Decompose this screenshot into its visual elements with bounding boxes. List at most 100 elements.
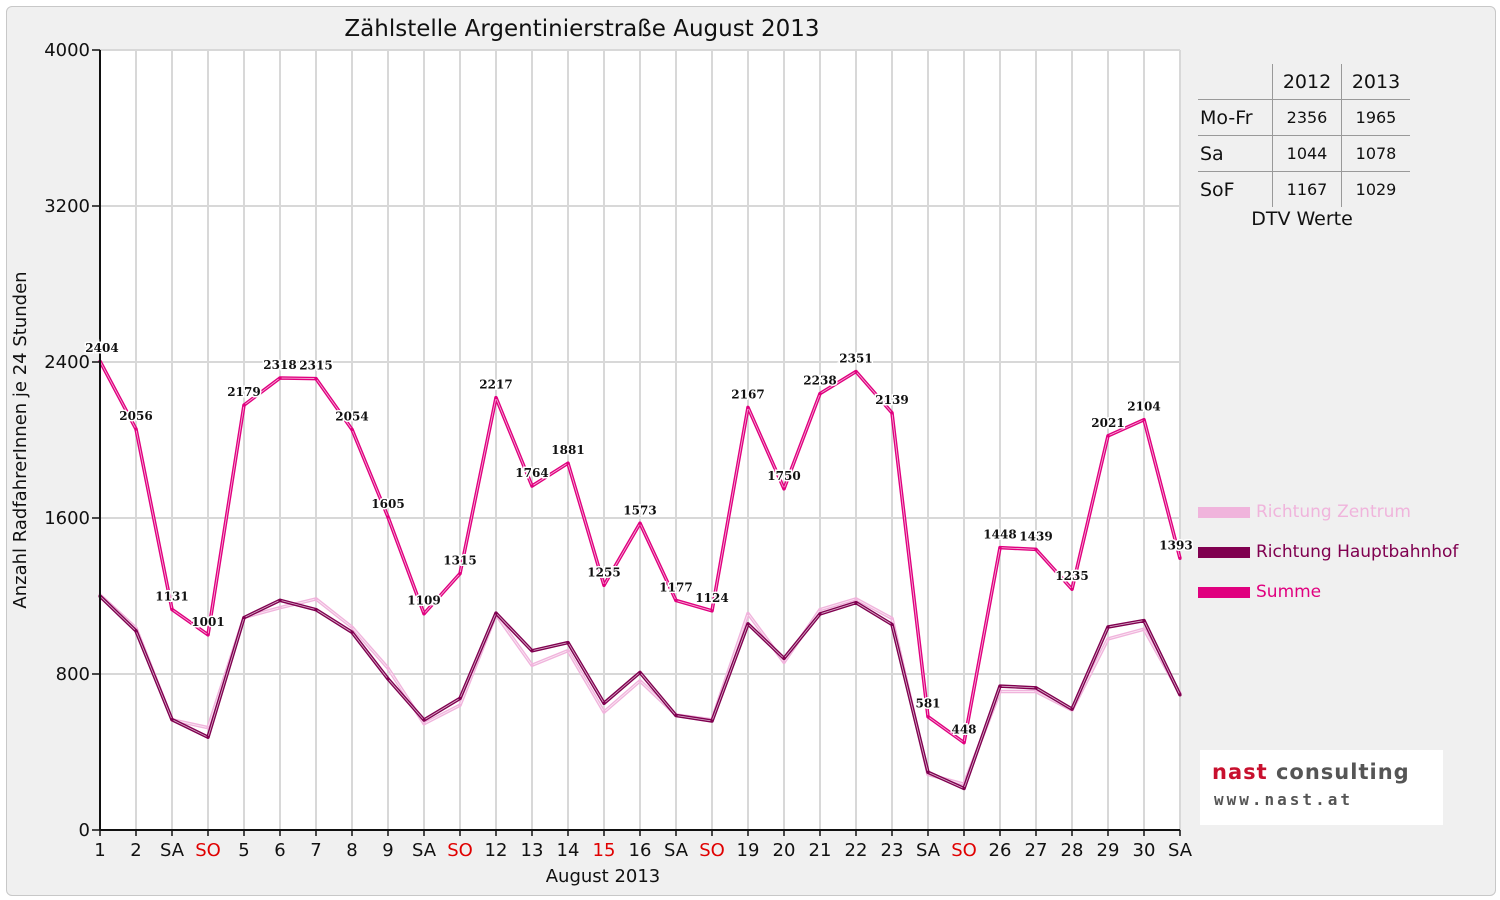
data-point bbox=[170, 718, 174, 722]
x-tick-label: 2 bbox=[130, 840, 141, 861]
dtv-table: 2012 2013 Mo-Fr 2356 1965 Sa 1044 1078 S… bbox=[1198, 64, 1410, 207]
x-tick-label: 26 bbox=[989, 840, 1012, 861]
x-tick-label: 23 bbox=[881, 840, 904, 861]
legend-label: Richtung Zentrum bbox=[1256, 502, 1411, 522]
data-point bbox=[602, 710, 606, 714]
x-tick-label: 8 bbox=[346, 840, 357, 861]
data-label: 1235 bbox=[1055, 569, 1088, 583]
legend-swatch bbox=[1198, 546, 1250, 558]
x-tick-label: 22 bbox=[845, 840, 868, 861]
x-tick-label: SO bbox=[195, 840, 221, 861]
data-point bbox=[422, 612, 426, 616]
x-tick-label: 5 bbox=[238, 840, 249, 861]
x-tick-label: 16 bbox=[629, 840, 652, 861]
x-tick-label: 13 bbox=[521, 840, 544, 861]
legend-item-hauptbahnhof[interactable]: Richtung Hauptbahnhof bbox=[1198, 532, 1458, 572]
x-tick-label: SA bbox=[916, 840, 941, 861]
x-tick-label: SO bbox=[951, 840, 977, 861]
x-tick-label: 14 bbox=[557, 840, 580, 861]
data-point bbox=[710, 609, 714, 613]
dtv-row-label: SoF bbox=[1198, 171, 1273, 207]
data-point bbox=[782, 656, 786, 661]
data-label: 1393 bbox=[1159, 538, 1192, 552]
data-point bbox=[314, 608, 318, 612]
legend-swatch bbox=[1198, 586, 1250, 598]
data-label: 1750 bbox=[767, 469, 800, 483]
dtv-row-sof: SoF 1167 1029 bbox=[1198, 171, 1410, 207]
data-label: 1573 bbox=[623, 503, 656, 517]
data-point bbox=[314, 376, 318, 381]
data-point bbox=[206, 633, 210, 637]
y-axis-title: Anzahl RadfahrerInnen je 24 Stunden bbox=[10, 271, 31, 608]
y-tick-label: 1600 bbox=[44, 508, 90, 529]
data-point bbox=[530, 649, 534, 653]
dtv-row-label: Sa bbox=[1198, 135, 1273, 172]
x-tick-label: 27 bbox=[1025, 840, 1048, 861]
data-label: 581 bbox=[915, 697, 940, 711]
data-label: 1448 bbox=[983, 528, 1016, 542]
data-point bbox=[566, 649, 570, 653]
data-label: 2238 bbox=[803, 374, 836, 388]
data-point bbox=[998, 546, 1002, 550]
data-point bbox=[890, 616, 894, 621]
data-point bbox=[386, 515, 390, 519]
gridlines bbox=[99, 49, 1181, 831]
data-point bbox=[890, 411, 894, 415]
data-label: 1109 bbox=[407, 594, 440, 608]
data-point bbox=[782, 487, 786, 491]
data-point bbox=[386, 666, 390, 670]
data-point bbox=[278, 598, 282, 602]
data-point bbox=[854, 369, 858, 374]
data-label: 1131 bbox=[155, 589, 188, 603]
legend: Richtung Zentrum Richtung Hauptbahnhof S… bbox=[1198, 492, 1458, 612]
data-point bbox=[350, 625, 354, 629]
dtv-value-2013: 1029 bbox=[1341, 171, 1410, 207]
data-label: 1124 bbox=[695, 591, 728, 605]
x-tick-label: 7 bbox=[310, 840, 321, 861]
y-tick-label: 2400 bbox=[44, 352, 90, 373]
x-tick-label: 1 bbox=[94, 840, 105, 861]
dtv-row-sa: Sa 1044 1078 bbox=[1198, 135, 1410, 172]
data-label: 1177 bbox=[659, 580, 692, 594]
data-label: 2139 bbox=[875, 393, 908, 407]
data-point bbox=[278, 376, 282, 380]
data-point bbox=[854, 597, 858, 601]
data-point bbox=[638, 670, 642, 675]
chart-title: Zählstelle Argentinierstraße August 2013 bbox=[344, 16, 819, 42]
company-logo: nast consulting www.nast.at bbox=[1200, 750, 1443, 825]
data-point bbox=[674, 598, 678, 603]
data-point bbox=[530, 484, 534, 488]
data-point bbox=[1106, 625, 1110, 629]
data-point bbox=[1106, 637, 1110, 641]
dtv-corner bbox=[1198, 64, 1273, 100]
data-label: 2217 bbox=[479, 378, 512, 392]
data-point bbox=[458, 703, 462, 707]
data-point bbox=[206, 726, 210, 730]
data-point bbox=[602, 701, 606, 705]
data-point bbox=[962, 741, 966, 745]
data-point bbox=[674, 713, 678, 718]
data-label: 2351 bbox=[839, 352, 872, 366]
data-label: 1439 bbox=[1019, 529, 1052, 543]
data-point bbox=[350, 630, 354, 634]
x-tick-label: 6 bbox=[274, 840, 285, 861]
data-label: 448 bbox=[951, 723, 976, 737]
data-label: 2315 bbox=[299, 359, 332, 373]
y-tick-label: 4000 bbox=[44, 40, 90, 61]
legend-item-zentrum[interactable]: Richtung Zentrum bbox=[1198, 492, 1458, 532]
data-point bbox=[458, 696, 462, 700]
data-point bbox=[206, 735, 210, 739]
legend-item-summe[interactable]: Summe bbox=[1198, 572, 1458, 612]
data-point bbox=[854, 601, 858, 605]
data-point bbox=[890, 622, 894, 627]
data-point bbox=[1178, 693, 1182, 697]
data-point bbox=[350, 427, 354, 432]
data-label: 1315 bbox=[443, 554, 476, 568]
data-label: 2167 bbox=[731, 387, 764, 401]
legend-label: Summe bbox=[1256, 582, 1322, 602]
data-point bbox=[1106, 434, 1110, 438]
data-point bbox=[242, 616, 246, 620]
data-label: 2179 bbox=[227, 385, 260, 399]
